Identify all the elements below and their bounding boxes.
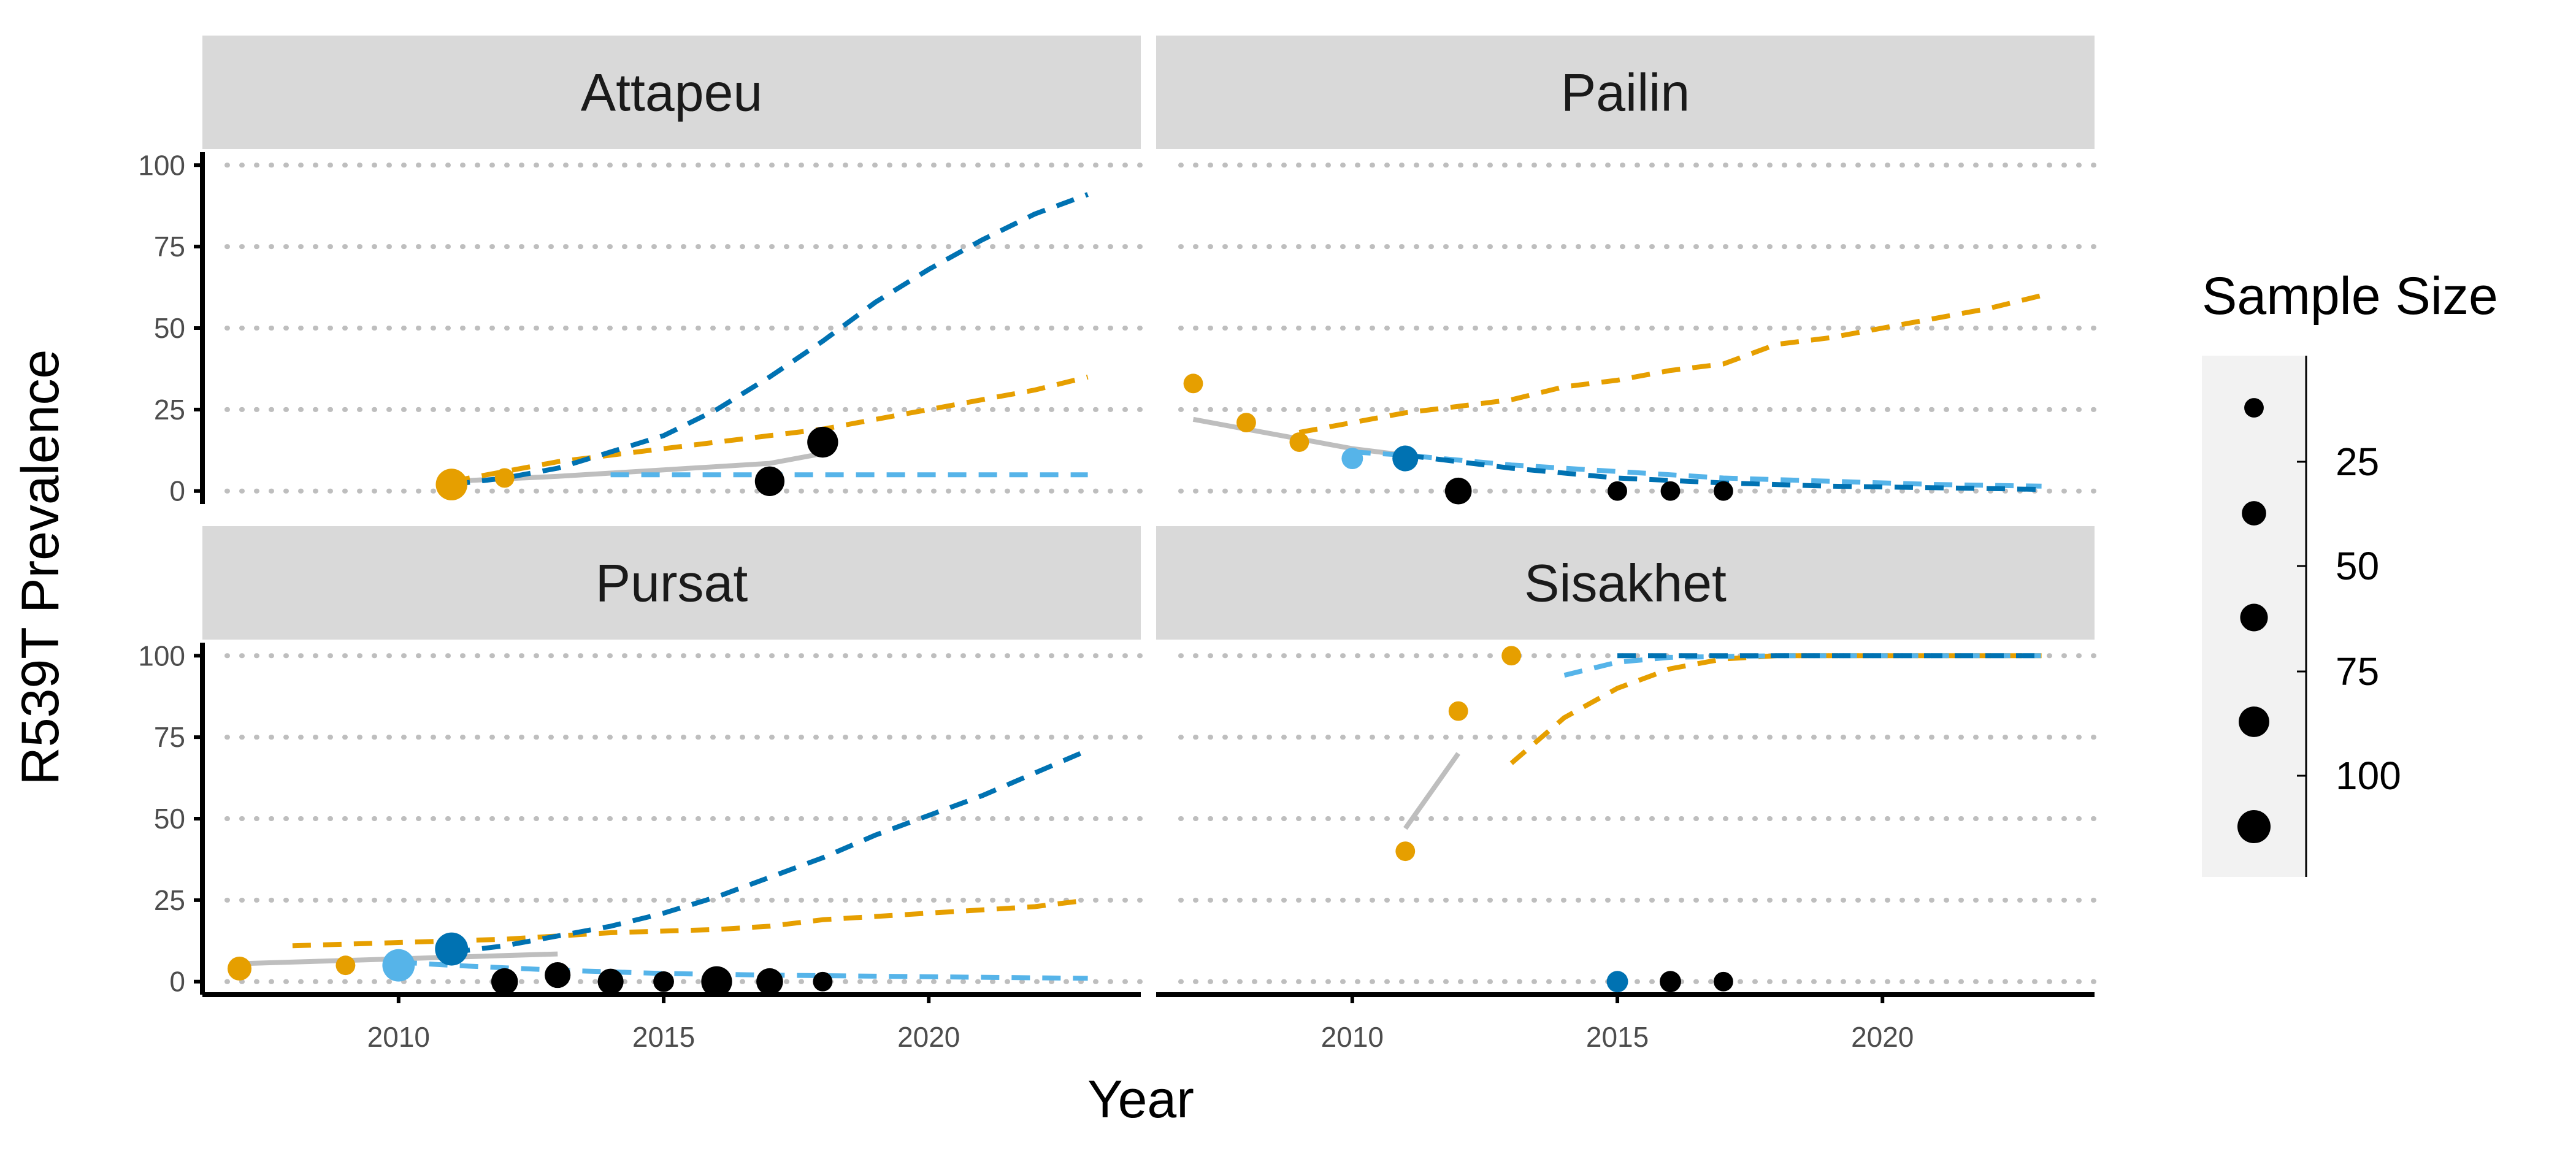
data-point bbox=[494, 468, 515, 488]
series-line-gray bbox=[451, 451, 824, 484]
data-point bbox=[1660, 971, 1681, 993]
x-axis-title: Year bbox=[1087, 1070, 1194, 1129]
data-point bbox=[1341, 448, 1363, 470]
data-point bbox=[807, 426, 838, 458]
legend-size-key bbox=[2244, 398, 2264, 418]
series-line-sky_blue bbox=[1563, 653, 2042, 678]
legend-label: 75 bbox=[2336, 649, 2379, 694]
series-line-orange bbox=[451, 374, 1089, 484]
y-tick-label: 25 bbox=[154, 884, 185, 916]
data-point bbox=[491, 968, 518, 995]
legend-label: 100 bbox=[2336, 754, 2401, 798]
panel-pailin: Pailin bbox=[1156, 36, 2097, 505]
data-point bbox=[1501, 646, 1522, 666]
data-point bbox=[653, 971, 674, 992]
data-point bbox=[435, 932, 469, 966]
data-point bbox=[701, 966, 732, 997]
facet-label: Sisakhet bbox=[1524, 554, 1727, 613]
data-point bbox=[756, 968, 783, 995]
x-tick-label: 2010 bbox=[1321, 1021, 1384, 1053]
series-line-dark_blue bbox=[451, 748, 1089, 955]
data-point bbox=[813, 971, 833, 992]
facet-label: Pailin bbox=[1561, 64, 1690, 123]
data-point bbox=[1236, 413, 1256, 433]
data-point bbox=[228, 956, 252, 981]
panel-sisakhet: Sisakhet 2010 2015 2020 bbox=[1156, 526, 2097, 1053]
facet-strip bbox=[202, 36, 1141, 149]
legend-size-key bbox=[2242, 501, 2266, 526]
y-tick-label: 50 bbox=[154, 803, 185, 835]
series-line-gray bbox=[1403, 752, 1460, 830]
facet-label: Pursat bbox=[596, 554, 748, 613]
series-line-dark_blue bbox=[451, 192, 1089, 488]
legend-size-key bbox=[2240, 603, 2268, 632]
y-tick-label: 75 bbox=[154, 231, 185, 262]
data-point bbox=[435, 469, 468, 500]
x-tick-label: 2015 bbox=[632, 1021, 695, 1053]
x-tick-label: 2020 bbox=[897, 1021, 960, 1053]
facet-strip bbox=[202, 526, 1141, 640]
y-tick-label: 100 bbox=[138, 149, 185, 181]
legend: Sample Size 25 50 75 100 bbox=[2202, 267, 2498, 877]
data-point bbox=[1392, 445, 1419, 472]
series-line-sky_blue bbox=[398, 959, 1088, 981]
data-point bbox=[1660, 481, 1681, 501]
data-point bbox=[1183, 373, 1203, 394]
y-tick-label: 25 bbox=[154, 394, 185, 426]
data-point bbox=[1448, 701, 1468, 721]
facet-label: Attapeu bbox=[581, 64, 762, 123]
data-point bbox=[1606, 971, 1628, 993]
data-point bbox=[1395, 841, 1416, 862]
series-line-orange bbox=[292, 897, 1089, 949]
y-axis-title: R539T Prevalence bbox=[11, 350, 70, 786]
y-tick-label: 0 bbox=[169, 966, 185, 998]
panels-group: Attapeu 0 25 50 75 100 Pailin Pursat 0 25 50 75 100 2… bbox=[138, 36, 2097, 1053]
legend-label: 25 bbox=[2336, 440, 2379, 484]
panel-attapeu: Attapeu 0 25 50 75 100 bbox=[138, 36, 1143, 507]
data-point bbox=[597, 968, 624, 995]
series-line-orange bbox=[1298, 293, 2042, 435]
data-point bbox=[1444, 477, 1472, 505]
legend-label: 50 bbox=[2336, 544, 2379, 588]
data-point bbox=[754, 466, 785, 496]
x-tick-label: 2020 bbox=[1851, 1021, 1914, 1053]
data-point bbox=[1608, 481, 1627, 501]
data-point bbox=[1289, 432, 1309, 452]
series-line-orange bbox=[1509, 653, 2042, 765]
y-tick-label: 75 bbox=[154, 721, 185, 753]
y-tick-label: 100 bbox=[138, 640, 185, 671]
legend-size-key bbox=[2239, 706, 2269, 737]
data-point bbox=[1713, 971, 1733, 992]
y-tick-label: 50 bbox=[154, 312, 185, 344]
x-tick-label: 2010 bbox=[367, 1021, 430, 1053]
panel-pursat: Pursat 0 25 50 75 100 2010 2015 2020 bbox=[138, 526, 1143, 1053]
y-tick-label: 0 bbox=[169, 475, 185, 507]
data-point bbox=[382, 949, 415, 982]
x-tick-label: 2015 bbox=[1586, 1021, 1649, 1053]
facet-strip bbox=[1156, 36, 2095, 149]
legend-size-key bbox=[2237, 810, 2271, 843]
legend-title: Sample Size bbox=[2202, 267, 2498, 326]
data-point bbox=[335, 955, 356, 976]
data-point bbox=[1713, 481, 1733, 501]
data-point bbox=[545, 962, 571, 989]
facet-strip bbox=[1156, 526, 2095, 640]
